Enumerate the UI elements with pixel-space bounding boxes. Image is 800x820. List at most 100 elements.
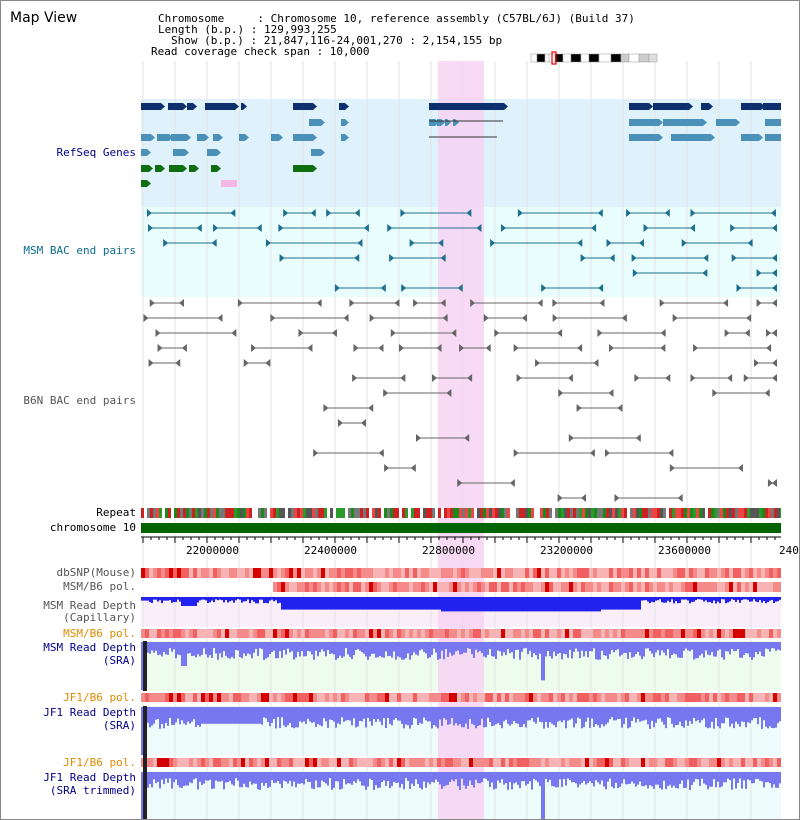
read-depth-bar bbox=[667, 642, 669, 650]
snp-density-cell bbox=[729, 693, 733, 702]
snp-density-cell bbox=[169, 758, 173, 767]
read-depth-bar bbox=[169, 597, 171, 601]
read-depth-bar bbox=[629, 642, 631, 653]
read-depth-bar bbox=[703, 642, 705, 658]
read-depth-bar bbox=[443, 642, 445, 660]
read-depth-bar bbox=[523, 642, 525, 649]
read-depth-bar bbox=[429, 707, 431, 722]
snp-density-cell bbox=[377, 693, 381, 702]
track-canvas[interactable] bbox=[141, 1, 781, 819]
snp-density-cell bbox=[445, 582, 449, 592]
genome-track-panel[interactable] bbox=[141, 1, 781, 819]
gene-teal bbox=[141, 149, 147, 156]
read-depth-bar bbox=[357, 772, 359, 780]
repeat-segment bbox=[579, 508, 582, 518]
snp-density-cell bbox=[473, 758, 477, 767]
read-depth-bar bbox=[303, 597, 305, 610]
read-depth-bar bbox=[751, 642, 753, 660]
read-depth-bar bbox=[489, 772, 491, 788]
snp-density-cell bbox=[481, 693, 485, 702]
read-depth-bar bbox=[609, 642, 611, 655]
read-depth-bar bbox=[753, 707, 755, 719]
read-depth-bar bbox=[731, 707, 733, 724]
read-depth-bar bbox=[385, 772, 387, 786]
snp-density-cell bbox=[209, 568, 213, 578]
snp-density-cell bbox=[445, 758, 449, 767]
snp-density-cell bbox=[541, 582, 545, 592]
read-depth-bar bbox=[401, 772, 403, 784]
read-depth-bar bbox=[459, 597, 461, 612]
read-depth-bar bbox=[389, 642, 391, 656]
read-depth-bar bbox=[765, 597, 767, 604]
track-label-jf1-depth-sra[interactable]: JF1 Read Depth bbox=[43, 706, 136, 719]
read-depth-bar bbox=[343, 707, 345, 722]
track-label-jf1-depth-trimmed[interactable]: JF1 Read Depth bbox=[43, 771, 136, 784]
read-depth-bar bbox=[519, 772, 521, 789]
snp-density-cell bbox=[769, 629, 773, 638]
track-label-msm-depth-sra[interactable]: MSM Read Depth bbox=[43, 641, 136, 654]
read-depth-bar bbox=[251, 642, 253, 659]
snp-density-cell bbox=[177, 568, 181, 578]
snp-density-cell bbox=[349, 758, 353, 767]
track-label-jf1-b6-pol-1[interactable]: JF1/B6 pol. bbox=[63, 691, 136, 704]
gene-green bbox=[169, 165, 183, 172]
gene-navy-arrow bbox=[313, 103, 317, 110]
track-label-dbsnp[interactable]: dbSNP(Mouse) bbox=[56, 566, 136, 579]
track-label-msm-bac[interactable]: MSM BAC end pairs bbox=[23, 244, 136, 257]
b6n-bac-pair-end bbox=[383, 389, 389, 397]
read-depth-bar bbox=[551, 707, 553, 724]
snp-density-cell bbox=[677, 629, 681, 638]
track-label-jf1-b6-pol-2[interactable]: JF1/B6 pol. bbox=[63, 756, 136, 769]
b6n-bac-pair-end bbox=[442, 314, 448, 322]
snp-density-cell bbox=[725, 582, 729, 592]
track-label-msm-depth-capillary[interactable]: MSM Read Depth bbox=[43, 599, 136, 612]
repeat-segment bbox=[765, 508, 768, 518]
gene-navy-arrow bbox=[243, 103, 247, 110]
repeat-segment bbox=[522, 508, 525, 518]
gene-navy-arrow bbox=[183, 103, 187, 110]
b6n-bac-pair-end bbox=[617, 404, 623, 412]
snp-density-cell bbox=[773, 693, 777, 702]
repeat-segment bbox=[699, 508, 702, 518]
read-depth-bar bbox=[385, 707, 387, 729]
read-depth-bar bbox=[481, 642, 483, 654]
read-depth-bar bbox=[389, 772, 391, 789]
snp-density-cell bbox=[233, 629, 237, 638]
snp-density-cell bbox=[637, 758, 641, 767]
read-depth-bar bbox=[393, 772, 395, 782]
b6n-bac-pair-end bbox=[772, 329, 777, 337]
track-label-msm-b6-pol-2[interactable]: MSM/B6 pol. bbox=[63, 627, 136, 640]
msm-bac-pair-end bbox=[279, 254, 285, 262]
read-depth-bar bbox=[427, 597, 429, 610]
snp-density-cell bbox=[189, 758, 193, 767]
snp-density-cell bbox=[301, 693, 305, 702]
read-depth-bar bbox=[725, 772, 727, 783]
read-depth-bar bbox=[305, 597, 307, 610]
snp-density-cell bbox=[777, 758, 781, 767]
snp-density-cell bbox=[417, 582, 421, 592]
snp-density-cell bbox=[637, 582, 641, 592]
snp-density-cell bbox=[617, 758, 621, 767]
read-depth-bar bbox=[573, 772, 575, 783]
gene-teal bbox=[171, 134, 187, 141]
read-depth-bar bbox=[669, 707, 671, 718]
snp-density-cell bbox=[629, 629, 633, 638]
read-depth-bar bbox=[257, 597, 259, 604]
snp-density-cell bbox=[633, 582, 637, 592]
track-label-msm-b6-pol-1[interactable]: MSM/B6 pol. bbox=[63, 580, 136, 593]
read-depth-bar bbox=[311, 597, 313, 610]
snp-density-cell bbox=[525, 568, 529, 578]
read-depth-bar bbox=[683, 642, 685, 651]
read-depth-bar bbox=[775, 642, 777, 651]
read-depth-bar bbox=[567, 597, 569, 612]
snp-density-cell bbox=[501, 629, 505, 638]
read-depth-bar bbox=[511, 707, 513, 724]
track-label-b6n-bac[interactable]: B6N BAC end pairs bbox=[23, 394, 136, 407]
track-label-repeat[interactable]: Repeat bbox=[96, 506, 136, 519]
read-depth-bar bbox=[611, 597, 613, 610]
read-depth-bar bbox=[285, 772, 287, 782]
read-depth-bar bbox=[611, 707, 613, 718]
track-label-refseq-genes[interactable]: RefSeq Genes bbox=[56, 146, 136, 159]
read-depth-bar bbox=[531, 707, 533, 719]
read-depth-bar bbox=[445, 642, 447, 650]
